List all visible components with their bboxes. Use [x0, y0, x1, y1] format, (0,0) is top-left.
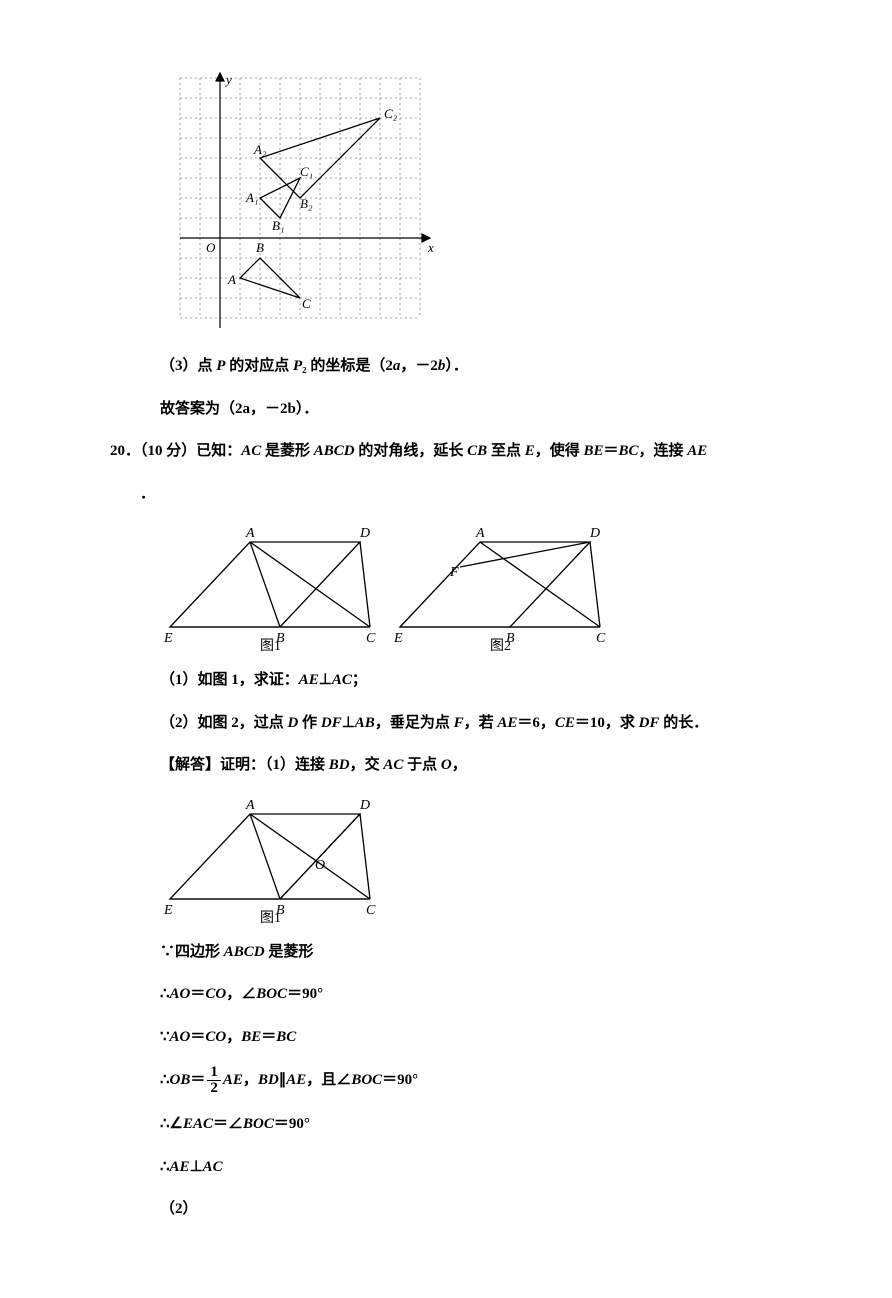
- svg-text:C: C: [366, 903, 376, 918]
- figure-1: A D E B C 图1: [160, 522, 380, 652]
- svg-text:A₁: A₁: [245, 190, 258, 205]
- grid-svg: y x O A₂ C₂ C₁ A₁ B₂ B₁ B A C: [160, 68, 440, 338]
- svg-text:D: D: [589, 526, 600, 541]
- solution-heading: 【解答】证明：（1）连接 BD，交 AC 于点 O，: [110, 751, 802, 780]
- step-5: ∴∠EAC＝∠BOC＝90°: [110, 1110, 802, 1139]
- svg-text:A: A: [245, 526, 255, 541]
- step-4: ∴OB＝12AE，BD∥AE，且∠BOC＝90°: [110, 1065, 802, 1096]
- svg-text:y: y: [224, 72, 232, 87]
- svg-text:C₂: C₂: [384, 106, 398, 121]
- svg-text:C₁: C₁: [300, 164, 313, 179]
- svg-text:A: A: [227, 272, 236, 287]
- svg-text:C: C: [302, 296, 311, 311]
- svg-text:B₁: B₁: [272, 218, 284, 233]
- svg-text:O: O: [315, 858, 325, 873]
- svg-text:E: E: [393, 631, 403, 646]
- q2-text: （2）如图 2，过点 D 作 DF⊥AB，垂足为点 F，若 AE＝6，CE＝10…: [110, 709, 802, 738]
- answer-text: 故答案为（2a，－2b）．: [110, 395, 802, 424]
- svg-text:D: D: [359, 526, 370, 541]
- q1-text: （1）如图 1，求证：AE⊥AC；: [110, 666, 802, 695]
- svg-text:C: C: [366, 631, 376, 646]
- figure-2: A D F E B C 图2: [390, 522, 610, 652]
- svg-text:x: x: [427, 240, 434, 255]
- svg-text:图1: 图1: [260, 639, 281, 652]
- figures-row: A D E B C 图1 A D F E B C 图2: [160, 522, 802, 652]
- step-7: （2）: [110, 1195, 802, 1224]
- svg-text:A: A: [245, 798, 255, 813]
- svg-text:D: D: [359, 798, 370, 813]
- step-3: ∵AO＝CO，BE＝BC: [110, 1023, 802, 1052]
- svg-text:A₂: A₂: [253, 142, 267, 157]
- svg-text:O: O: [206, 240, 216, 255]
- p3-text: （3）点 P 的对应点 P₂ 的坐标是（2a，－2b）．: [110, 352, 802, 381]
- svg-text:图2: 图2: [490, 639, 511, 652]
- svg-text:B: B: [256, 240, 264, 255]
- svg-text:A: A: [475, 526, 485, 541]
- q20-heading-cont: ．: [110, 480, 802, 509]
- figure-1b: A D O E B C 图1: [160, 794, 802, 924]
- step-2: ∴AO＝CO，∠BOC＝90°: [110, 980, 802, 1009]
- svg-text:E: E: [163, 903, 173, 918]
- q20-heading: 20．（10 分）已知：AC 是菱形 ABCD 的对角线，延长 CB 至点 E，…: [110, 437, 802, 466]
- svg-text:E: E: [163, 631, 173, 646]
- svg-text:F: F: [449, 565, 459, 580]
- svg-text:图1: 图1: [260, 911, 281, 924]
- svg-text:C: C: [596, 631, 606, 646]
- coordinate-grid-figure: y x O A₂ C₂ C₁ A₁ B₂ B₁ B A C: [160, 68, 802, 338]
- step-6: ∴AE⊥AC: [110, 1153, 802, 1182]
- svg-text:B₂: B₂: [300, 196, 313, 211]
- step-1: ∵四边形 ABCD 是菱形: [110, 938, 802, 967]
